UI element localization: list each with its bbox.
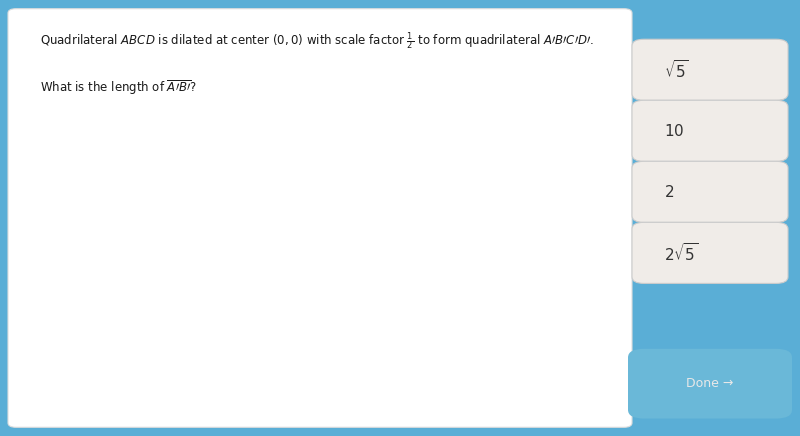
Text: $2$: $2$ xyxy=(664,184,674,200)
Text: 8: 8 xyxy=(244,152,249,161)
Text: 4: 4 xyxy=(244,207,249,216)
Text: -2: -2 xyxy=(242,289,249,298)
Text: -8: -8 xyxy=(137,277,144,286)
Text: B: B xyxy=(318,216,325,226)
Text: C: C xyxy=(318,323,325,333)
Text: D: D xyxy=(213,294,222,304)
Text: $\sqrt{5}$: $\sqrt{5}$ xyxy=(664,59,689,81)
Text: -10: -10 xyxy=(105,277,118,286)
Text: Done →: Done → xyxy=(686,377,734,390)
Text: 6: 6 xyxy=(244,179,249,188)
Text: 2: 2 xyxy=(282,277,287,286)
Text: -4: -4 xyxy=(194,277,202,286)
Text: 4: 4 xyxy=(311,277,316,286)
Text: $10$: $10$ xyxy=(664,123,684,139)
Text: -10: -10 xyxy=(236,399,249,408)
Text: 8: 8 xyxy=(370,277,374,286)
Text: What is the length of $\overline{A\prime B\prime}$?: What is the length of $\overline{A\prime… xyxy=(40,78,197,97)
Text: y: y xyxy=(258,116,265,126)
Text: -8: -8 xyxy=(242,371,249,380)
Text: x: x xyxy=(406,269,413,279)
Text: 2: 2 xyxy=(244,234,249,243)
Text: -2: -2 xyxy=(223,277,230,286)
Text: -4: -4 xyxy=(241,316,249,325)
Text: 6: 6 xyxy=(341,277,346,286)
Text: $2\sqrt{5}$: $2\sqrt{5}$ xyxy=(664,242,698,264)
Text: A: A xyxy=(230,186,238,196)
Text: -6: -6 xyxy=(166,277,173,286)
Text: Quadrilateral $ABCD$ is dilated at center $(0, 0)$ with scale factor $\frac{1}{2: Quadrilateral $ABCD$ is dilated at cente… xyxy=(40,31,594,52)
Text: 10: 10 xyxy=(396,277,406,286)
Text: -6: -6 xyxy=(241,344,249,353)
Text: 10: 10 xyxy=(239,124,249,133)
